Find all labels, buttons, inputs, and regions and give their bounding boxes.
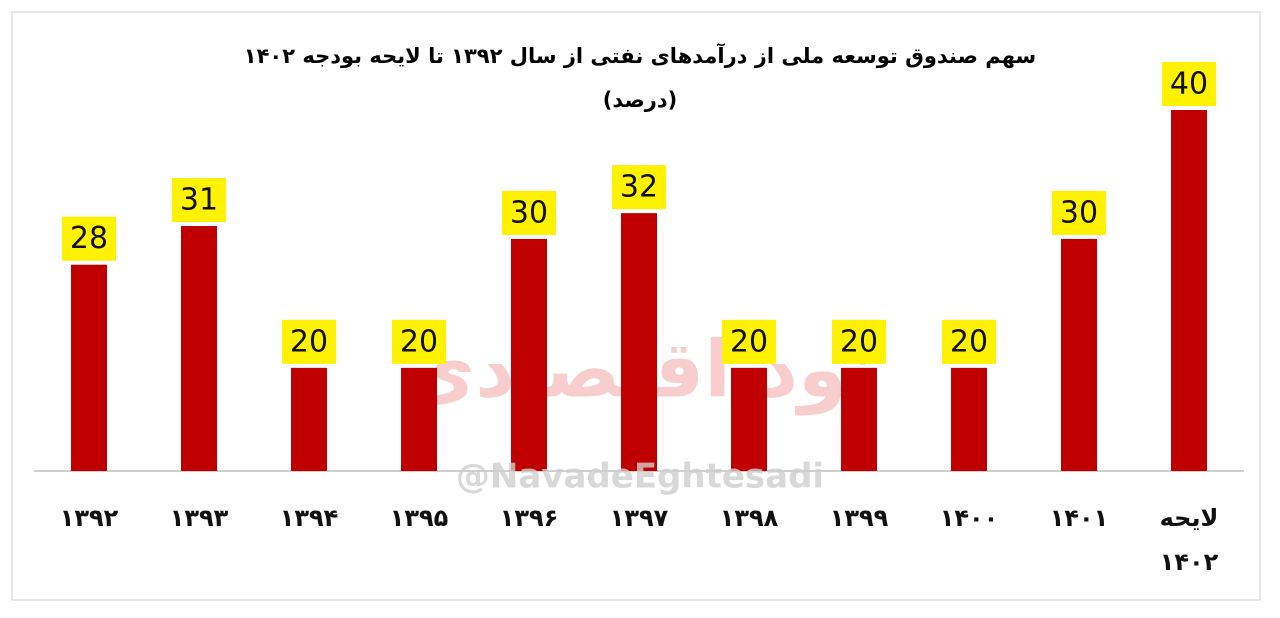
bar [511,238,547,471]
value-label: 20 [400,324,438,359]
value-label: 32 [620,170,658,205]
bar [1061,238,1097,471]
x-tick-label: ۱۴۰۰ [939,504,999,532]
value-label-box [392,319,446,364]
value-label: 20 [840,324,878,359]
value-label-box [612,165,666,210]
bar [621,213,657,471]
chart-subtitle: (درصد) [603,88,677,112]
bar [291,367,327,471]
value-label-box [942,319,996,364]
bar [951,367,987,471]
value-label-box [832,319,886,364]
x-tick-label: ۱۴۰۱ [1049,504,1109,532]
value-label-box [1052,190,1106,235]
value-label-box [1162,62,1216,106]
chart-title: سهم صندوق توسعه ملی از درآمدهای نفتی از … [244,43,1036,68]
bar [841,367,877,471]
x-tick-label: ۱۳۹۵ [389,504,449,532]
value-label: 20 [730,324,768,359]
value-label: 40 [1170,67,1208,102]
value-label: 30 [1060,195,1098,230]
bar [731,367,767,471]
value-label-box [282,319,336,364]
value-label: 20 [290,324,328,359]
x-tick-label: ۱۳۹۳ [169,504,229,532]
value-label: 31 [180,183,218,218]
value-label: 20 [950,324,988,359]
value-label: 30 [510,195,548,230]
value-label-box [172,178,226,223]
value-label: 28 [70,221,108,256]
x-tick-label: ۱۳۹۹ [829,504,889,532]
x-tick-label: ۱۳۹۷ [609,504,669,532]
bar [401,367,437,471]
x-tick-label: لایحه ۱۴۰۲ [1159,504,1219,576]
value-label-box [62,216,116,261]
x-tick-label: ۱۳۹۸ [719,504,779,532]
x-tick-label: ۱۳۹۴ [279,504,339,532]
bar [1171,110,1207,471]
watermark-handle: @NavadeEghtesadi [456,457,824,497]
x-tick-label: ۱۳۹۲ [59,504,119,532]
bar [71,264,107,471]
value-label-box [502,190,556,235]
x-tick-label: ۱۳۹۶ [499,504,559,532]
bar [181,226,217,471]
value-label-box [722,319,776,364]
